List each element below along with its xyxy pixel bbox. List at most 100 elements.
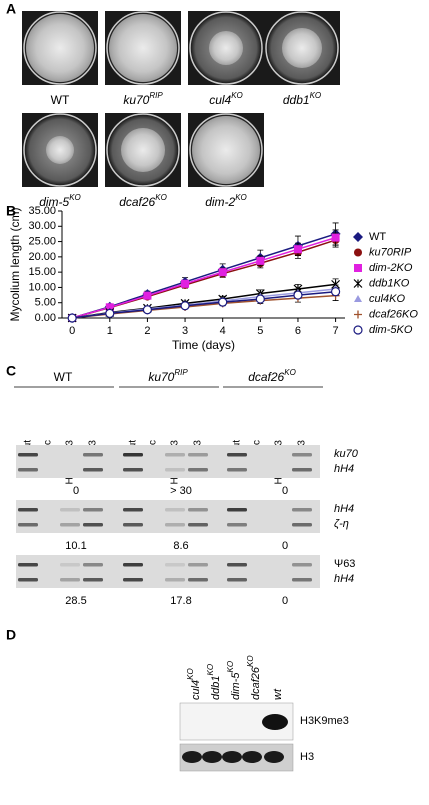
label-sup: KO: [69, 193, 81, 202]
band: [292, 453, 312, 457]
band: [83, 508, 103, 512]
panel-label: A: [6, 1, 16, 17]
marker: [142, 305, 153, 315]
marker: [354, 264, 362, 272]
label-name: dcaf26: [248, 370, 284, 384]
marker: [181, 279, 190, 288]
band: [60, 578, 80, 582]
label: WT: [54, 370, 73, 384]
label-name: cul4: [209, 93, 231, 107]
marker: [353, 279, 363, 288]
band: [222, 751, 242, 763]
marker: [331, 233, 340, 242]
x-tick-label: 4: [220, 325, 226, 337]
label-name: dim-5: [230, 672, 242, 700]
legend-label: dcaf26KO: [369, 308, 418, 320]
band: [227, 523, 247, 527]
label-sup: KO: [186, 668, 195, 680]
label-name: wt: [272, 688, 284, 700]
band: [182, 751, 202, 763]
colony: [46, 136, 74, 164]
gene-label: ζ-η: [334, 518, 349, 530]
enrichment-value: 0: [73, 485, 79, 497]
band: [18, 563, 38, 567]
band: [202, 751, 222, 763]
band: [123, 508, 143, 512]
enrichment-value: 0: [282, 595, 288, 607]
gene-label: hH4: [334, 503, 354, 515]
gene-label: hH4: [334, 573, 354, 585]
enrichment-value: > 30: [170, 485, 192, 497]
gene-label: hH4: [334, 463, 354, 475]
label: dim-5KO: [226, 661, 242, 700]
blot: [16, 555, 320, 588]
label: ddb1KO: [206, 664, 222, 700]
label-sup: KO: [155, 193, 167, 202]
marker: [293, 245, 302, 254]
colony: [121, 128, 165, 172]
band: [83, 563, 103, 567]
row-label: H3K9me3: [300, 715, 349, 727]
label-sup: RIP: [149, 91, 163, 100]
band: [165, 523, 185, 527]
colony: [109, 14, 177, 82]
legend-label: WT: [369, 231, 386, 243]
band: [165, 468, 185, 472]
legend-label: cul4KO: [369, 293, 406, 305]
y-tick-label: 0.00: [35, 312, 56, 324]
legend-label: dim-2KO: [369, 262, 413, 274]
marker: [354, 248, 362, 257]
label: ku70RIP: [148, 368, 188, 384]
band: [292, 563, 312, 567]
band: [188, 453, 208, 457]
y-axis-label: Mycolium length (cm): [8, 207, 22, 321]
x-axis-label: Time (days): [172, 338, 235, 352]
band: [292, 468, 312, 472]
band: [292, 578, 312, 582]
legend-label: ku70RIP: [369, 246, 412, 258]
panel-label: D: [6, 627, 16, 643]
band: [60, 508, 80, 512]
marker: [330, 287, 341, 297]
enrichment-value: 0: [282, 540, 288, 552]
x-tick-label: 2: [144, 325, 150, 337]
label-sup: KO: [206, 664, 215, 676]
band: [227, 563, 247, 567]
band: [188, 578, 208, 582]
colony: [209, 31, 243, 65]
label-sup: KO: [310, 91, 322, 100]
band: [188, 563, 208, 567]
label: cul4KO: [209, 91, 243, 107]
enrichment-value: 10.1: [65, 540, 86, 552]
marker: [218, 268, 227, 277]
y-tick-label: 15.00: [28, 266, 56, 278]
label: dcaf26KO: [119, 193, 167, 209]
label-sup: KO: [231, 91, 243, 100]
label-name: cul4: [190, 680, 202, 700]
band: [292, 523, 312, 527]
band: [83, 453, 103, 457]
legend-label: ddb1KO: [369, 277, 410, 289]
marker: [143, 291, 152, 300]
enrichment-value: 0: [282, 485, 288, 497]
band: [165, 578, 185, 582]
blot: [16, 500, 320, 533]
legend-label: dim-5KO: [369, 324, 413, 336]
band: [123, 563, 143, 567]
band: [83, 523, 103, 527]
band: [123, 468, 143, 472]
y-tick-label: 25.00: [28, 235, 56, 247]
label: dcaf26KO: [248, 368, 296, 384]
y-tick-label: 35.00: [28, 205, 56, 217]
band: [18, 468, 38, 472]
x-tick-label: 0: [69, 325, 75, 337]
label-name: ku70: [123, 93, 149, 107]
band: [123, 523, 143, 527]
band: [18, 578, 38, 582]
label: ddb1KO: [283, 91, 321, 107]
x-tick-label: 6: [295, 325, 301, 337]
marker: [105, 303, 114, 312]
band: [123, 578, 143, 582]
band: [292, 508, 312, 512]
x-tick-label: 5: [257, 325, 263, 337]
